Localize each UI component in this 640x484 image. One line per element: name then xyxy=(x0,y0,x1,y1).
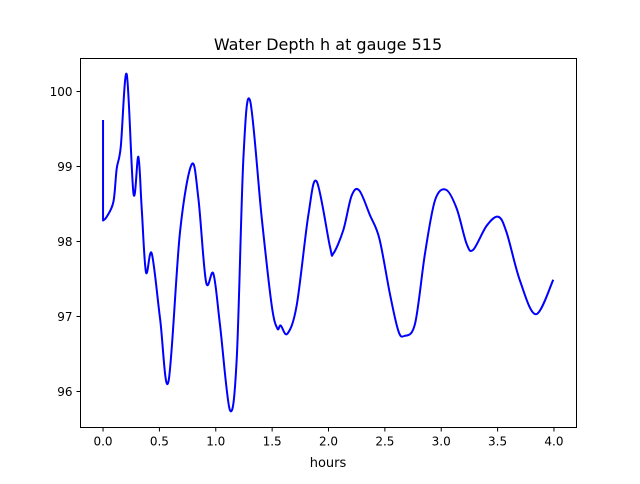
x-tick-label: 4.0 xyxy=(544,435,563,449)
y-tick-label: 98 xyxy=(57,235,72,249)
x-tick-label: 0.5 xyxy=(150,435,169,449)
x-axis-label: hours xyxy=(310,456,347,471)
series-layer xyxy=(102,72,555,413)
series-line-h xyxy=(102,72,555,413)
x-tick-label: 1.0 xyxy=(206,435,225,449)
x-axis: 0.0 0.5 1.0 1.5 2.0 2.5 3.0 3.5 4.0 xyxy=(93,427,564,449)
x-tick-label: 2.0 xyxy=(319,435,338,449)
x-tick-label: 3.5 xyxy=(488,435,507,449)
y-tick-label: 96 xyxy=(57,385,72,399)
y-tick-label: 99 xyxy=(57,160,72,174)
y-axis: 96 97 98 99 100 xyxy=(50,85,81,399)
y-tick-label: 97 xyxy=(57,310,72,324)
x-tick-label: 0.0 xyxy=(93,435,112,449)
y-tick-label: 100 xyxy=(50,85,73,99)
x-tick-label: 2.5 xyxy=(375,435,394,449)
x-tick-label: 3.0 xyxy=(432,435,451,449)
chart-title: Water Depth h at gauge 515 xyxy=(214,35,442,54)
x-tick-label: 1.5 xyxy=(263,435,282,449)
